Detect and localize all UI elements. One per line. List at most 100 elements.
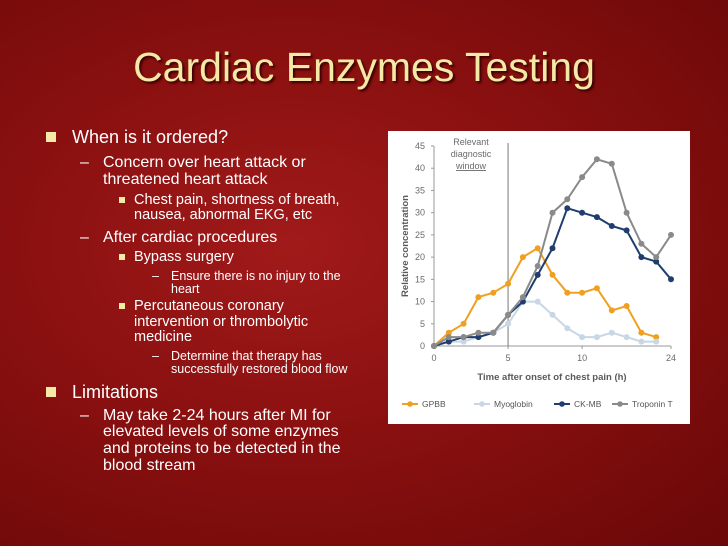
bullet-may-take-line1: May take 2-24 hours after MI for <box>103 407 331 424</box>
bullet-determine-line2: successfully restored blood flow <box>171 362 348 376</box>
bullet-concern-line2: threatened heart attack <box>103 171 268 188</box>
y-tick-label: 35 <box>415 185 425 195</box>
legend-marker-myoglobin <box>479 401 485 407</box>
bullet-square-icon <box>46 132 56 142</box>
data-point-ck-mb <box>549 245 556 252</box>
annotation-line-3: window <box>455 161 487 171</box>
y-axis-label: Relative concentration <box>400 195 411 297</box>
bullet-concern-line1: Concern over heart attack or <box>103 154 306 171</box>
data-point-myoglobin <box>579 334 586 341</box>
bullet-square-icon <box>119 197 125 203</box>
dash-icon: – <box>80 229 89 246</box>
data-point-troponin-t <box>668 231 674 238</box>
data-point-ck-mb <box>653 258 660 265</box>
legend-label-ck-mb: CK-MB <box>574 399 602 409</box>
data-point-troponin-t <box>623 209 630 216</box>
data-point-troponin-t <box>519 294 526 301</box>
dash-icon: – <box>152 269 159 283</box>
data-point-myoglobin <box>564 325 571 332</box>
data-point-troponin-t <box>475 329 482 336</box>
data-point-ck-mb <box>668 276 674 283</box>
bullet-square-icon <box>119 254 125 260</box>
data-point-troponin-t <box>505 311 512 318</box>
chart-svg: Relevant diagnostic window Relative conc… <box>400 137 676 409</box>
bullet-may-take-line4: blood stream <box>103 457 196 474</box>
data-point-ck-mb <box>593 214 600 221</box>
data-point-troponin-t <box>460 334 467 341</box>
data-point-myoglobin <box>505 320 512 327</box>
data-point-troponin-t <box>608 160 615 167</box>
y-tick-label: 45 <box>415 141 425 151</box>
data-point-ck-mb <box>564 205 571 212</box>
series-line-myoglobin <box>433 300 657 347</box>
y-tick-label: 30 <box>415 208 425 218</box>
legend-label-myoglobin: Myoglobin <box>494 399 533 409</box>
dash-icon: – <box>152 349 159 363</box>
y-tick-label: 25 <box>415 230 425 240</box>
legend-label-gpbb: GPBB <box>422 399 446 409</box>
x-axis-label: Time after onset of chest pain (h) <box>477 372 626 383</box>
x-tick-label: 0 <box>431 353 436 363</box>
data-point-troponin-t <box>653 254 660 261</box>
bullet-bypass-surgery: Bypass surgery <box>134 249 234 265</box>
y-tick-label: 40 <box>415 163 425 173</box>
data-point-troponin-t <box>431 343 437 349</box>
bullet-when-ordered: When is it ordered? <box>72 127 229 147</box>
data-point-myoglobin <box>549 311 556 318</box>
data-point-myoglobin <box>623 334 630 341</box>
data-point-gpbb <box>534 245 541 252</box>
annotation-line-2: diagnostic <box>451 149 492 159</box>
bullet-ensure-line2: heart <box>171 282 200 296</box>
data-point-gpbb <box>653 334 660 341</box>
data-point-myoglobin <box>608 329 615 336</box>
annotation-line-1: Relevant <box>453 137 489 147</box>
data-point-myoglobin <box>534 298 541 305</box>
data-point-gpbb <box>505 280 512 287</box>
legend-marker-gpbb <box>407 401 413 407</box>
data-point-myoglobin <box>460 338 467 345</box>
data-point-ck-mb <box>638 254 645 261</box>
data-point-gpbb <box>564 289 571 296</box>
y-tick-label: 0 <box>420 341 425 351</box>
bullet-may-take-line2: elevated levels of some enzymes <box>103 423 339 440</box>
bullet-ensure-line1: Ensure there is no injury to the <box>171 269 341 283</box>
x-tick-label: 24 <box>666 353 676 363</box>
cardiac-marker-chart: Relevant diagnostic window Relative conc… <box>388 131 690 424</box>
bullet-limitations: Limitations <box>72 382 159 402</box>
data-point-gpbb <box>445 329 452 336</box>
legend-label-troponin-t: Troponin T <box>632 399 673 409</box>
data-point-troponin-t <box>490 329 497 336</box>
x-tick-label: 10 <box>577 353 587 363</box>
data-point-gpbb <box>549 271 556 278</box>
data-point-troponin-t <box>638 240 645 247</box>
data-point-gpbb <box>519 254 526 261</box>
data-point-gpbb <box>608 307 615 314</box>
y-tick-label: 15 <box>415 274 425 284</box>
dash-icon: – <box>80 154 89 171</box>
data-point-myoglobin <box>653 338 660 345</box>
bullet-percutaneous-line1: Percutaneous coronary <box>134 298 284 314</box>
data-point-gpbb <box>475 294 482 301</box>
data-point-troponin-t <box>564 196 571 203</box>
data-point-gpbb <box>623 303 630 309</box>
bullet-after-procedures: After cardiac procedures <box>103 229 278 246</box>
data-point-gpbb <box>593 285 600 292</box>
y-tick-label: 5 <box>420 319 425 329</box>
dash-icon: – <box>80 407 89 424</box>
bullet-percutaneous-line2: intervention or thrombolytic <box>134 314 309 330</box>
y-tick-label: 10 <box>415 297 425 307</box>
data-point-ck-mb <box>445 338 452 345</box>
data-point-gpbb <box>460 320 467 327</box>
bullet-square-icon <box>46 387 56 397</box>
bullet-may-take-line3: and proteins to be detected in the <box>103 440 341 457</box>
data-point-ck-mb <box>579 209 586 216</box>
data-point-ck-mb <box>534 271 541 278</box>
data-point-troponin-t <box>534 263 541 269</box>
slide-title: Cardiac Enzymes Testing <box>133 44 595 90</box>
data-point-ck-mb <box>475 334 482 341</box>
x-tick-label: 5 <box>506 353 511 363</box>
data-point-myoglobin <box>638 338 645 345</box>
bullet-percutaneous-line3: medicine <box>134 329 193 345</box>
bullet-square-icon <box>119 303 125 309</box>
legend-marker-ck-mb <box>559 401 565 407</box>
